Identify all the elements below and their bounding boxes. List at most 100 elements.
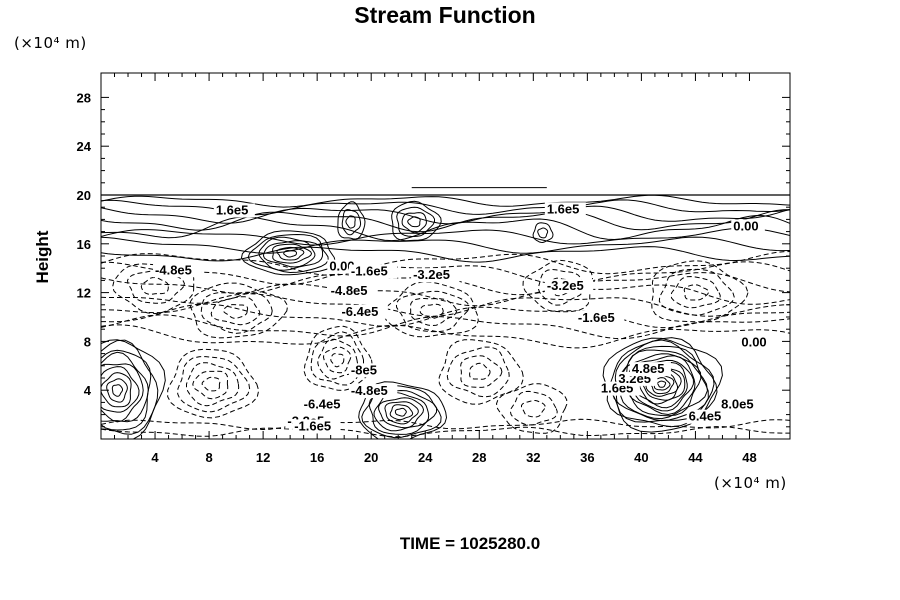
positive-contour [401,212,427,234]
positive-contour [276,246,305,261]
contour-label: -1.6e5 [294,418,331,433]
x-tick-label: 44 [688,450,703,465]
contour-label: 1.6e5 [216,203,249,218]
negative-contour [310,331,364,386]
contour-label: 1.6e5 [547,201,580,216]
contour-label: 0.00 [329,259,354,274]
upper-positive-contour [101,236,790,254]
contour-label: -4.8e5 [351,383,388,398]
negative-contour [409,297,458,327]
negative-contour [189,282,289,339]
positive-contour [106,378,128,403]
y-axis-label: Height [33,230,52,283]
negative-contour [200,291,273,334]
positive-contour [394,407,407,417]
positive-contour [396,206,435,238]
positive-contour [272,243,313,264]
contour-label: -3.2e5 [547,278,584,293]
negative-contour [201,376,221,392]
contour-label-bg [348,384,398,399]
negative-contour [317,338,359,380]
contour-label: 0.00 [733,218,758,233]
contour-label: -6.4e5 [341,304,378,319]
positive-contour [101,363,144,423]
positive-contour [345,215,356,229]
y-tick-label: 4 [84,383,92,398]
contour-label-bg [348,264,398,279]
contour-label: -1.6e5 [578,310,615,325]
negative-contour [177,356,251,413]
positive-contour [384,401,419,425]
negative-contour [651,260,749,323]
contour-label: -8e5 [351,362,377,377]
positive-contour [111,384,123,397]
positive-contour [101,339,166,439]
negative-contour [210,296,261,326]
positive-contour [361,384,442,439]
y-tick-label: 8 [84,334,91,349]
x-tick-label: 48 [742,450,756,465]
negative-contour [460,355,503,388]
contour-label-bg [153,263,202,278]
positive-contour [101,372,132,408]
y-tick-label: 28 [77,90,91,105]
positive-contour [247,233,329,274]
negative-contour [658,268,735,316]
contour-label-bg [629,362,671,377]
negative-contour [509,390,558,426]
negative-contour [186,362,240,407]
negative-contour [419,303,444,319]
negative-contour [446,346,510,398]
contour-label: -3.2e5 [413,267,450,282]
y-tick-label: 16 [77,237,91,252]
contour-label: -6.4e5 [304,397,341,412]
positive-contour [101,339,159,435]
negative-contour [670,275,721,309]
contour-label: 8.0e5 [721,397,754,412]
positive-contour [532,222,554,244]
positive-contour [258,236,324,271]
upper-positive-contour [101,227,790,246]
contour-label-bg [292,419,341,434]
time-label: TIME = 1025280.0 [400,534,540,553]
x-tick-label: 36 [580,450,594,465]
plot-frame [100,72,791,440]
contour-label-bg [348,363,383,378]
positive-contour [240,230,336,276]
negative-contour [683,284,710,301]
negative-contour [395,290,470,333]
lower-negative-contour [101,426,790,438]
y-tick-label: 24 [77,139,92,154]
x-tick-label: 16 [310,450,324,465]
lower-negative-contour [101,418,790,431]
chart-title: Stream Function [354,2,535,28]
contour-label: -1.6e5 [351,264,388,279]
x-tick-label: 28 [472,450,486,465]
y-unit-label: (×10⁴ m) [14,34,87,52]
contour-lines [101,187,790,439]
contour-label-bg [544,279,594,294]
negative-contour [469,362,491,380]
contour-label-bg [411,268,460,283]
positive-contour [373,391,430,432]
positive-contour [391,200,442,242]
upper-positive-contour [101,194,790,208]
x-tick-label: 4 [151,450,159,465]
mid-negative-contour [101,283,790,307]
mid-negative-contour [101,251,790,276]
negative-contour [495,383,568,434]
upper-positive-contour [101,209,790,233]
positive-contour [101,349,152,431]
positive-contour [537,227,549,239]
x-tick-label: 32 [526,450,540,465]
contour-label: -4.8e5 [155,262,192,277]
x-tick-label: 24 [418,450,433,465]
negative-contour [322,346,352,374]
negative-contour [438,339,525,405]
contour-label: 6.4e5 [689,409,722,424]
x-unit-label: (×10⁴ m) [714,474,787,492]
x-tick-label: 20 [364,450,378,465]
contour-label-bg [575,310,625,325]
